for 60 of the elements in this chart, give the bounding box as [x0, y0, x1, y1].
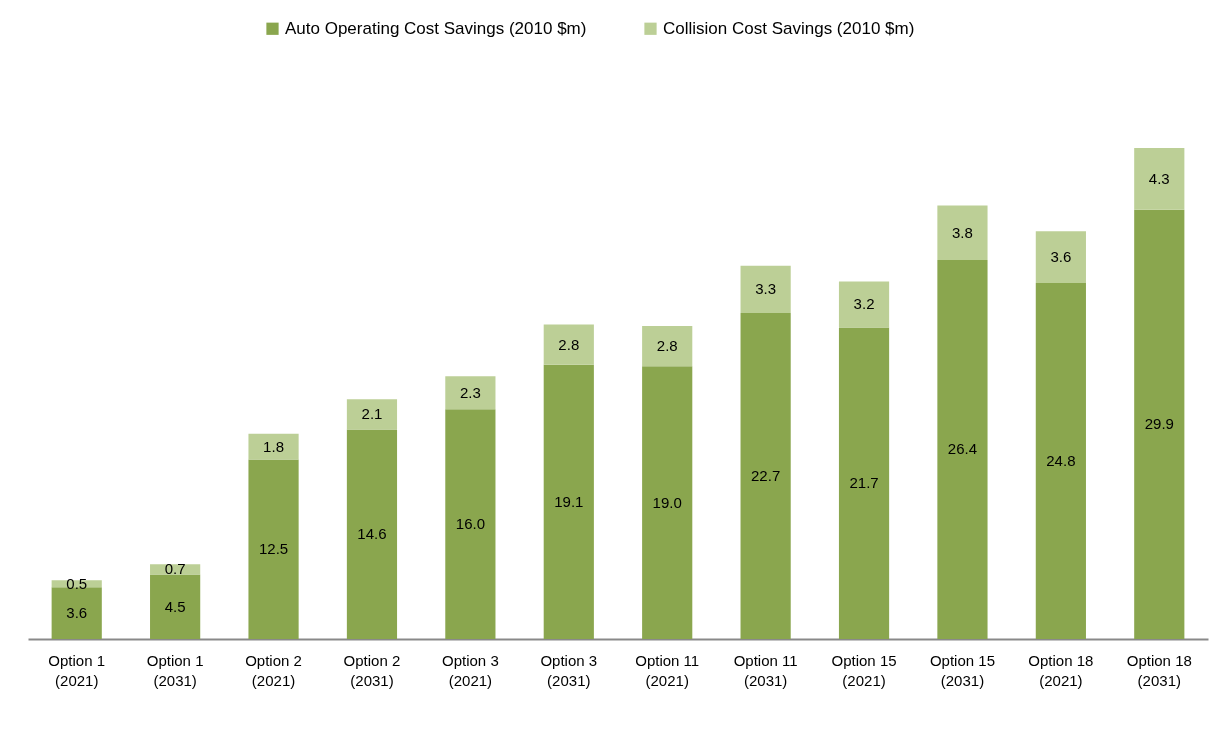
x-tick-label: Option 1 (2031)	[146, 651, 204, 689]
bar	[937, 205, 988, 260]
bar	[150, 574, 201, 639]
x-tick-label: Option 3 (2031)	[540, 651, 598, 689]
data-label: 3.6	[66, 604, 88, 622]
data-label: 21.7	[849, 474, 879, 492]
data-label: 2.3	[459, 383, 481, 401]
data-label: 24.8	[1046, 451, 1076, 469]
bar	[838, 327, 890, 639]
bar	[248, 433, 299, 460]
x-tick-label: Option 1 (2021)	[48, 651, 106, 689]
x-tick-label: Option 11 (2031)	[733, 651, 798, 689]
bar	[1035, 282, 1086, 639]
bar	[445, 409, 496, 639]
data-label: 0.7	[164, 560, 186, 578]
bar	[1035, 231, 1086, 283]
data-label: 3.2	[853, 295, 875, 313]
data-label: 19.0	[652, 493, 682, 511]
data-label: 1.8	[263, 437, 284, 455]
bar	[838, 281, 890, 328]
data-label: 3.6	[1050, 248, 1072, 266]
bar	[248, 459, 299, 639]
x-tick-label: Option 3 (2021)	[442, 651, 499, 689]
legend-label: Auto Operating Cost Savings (2010 $m)	[285, 18, 587, 38]
bar	[740, 265, 791, 314]
data-label: 3.3	[755, 280, 777, 298]
bar	[445, 376, 496, 410]
bar	[543, 324, 594, 365]
data-label: 26.4	[947, 440, 978, 458]
x-tick-label: Option 2 (2021)	[245, 651, 302, 689]
bar	[51, 587, 102, 639]
data-label: 2.8	[558, 335, 580, 353]
data-label: 22.7	[751, 467, 781, 485]
data-label: 4.3	[1148, 169, 1170, 187]
data-label: 2.1	[361, 405, 383, 423]
data-label: 16.0	[455, 515, 485, 533]
data-label: 2.8	[656, 337, 678, 355]
data-label: 3.8	[952, 223, 973, 241]
legend-label: Collision Cost Savings (2010 $m)	[663, 18, 915, 38]
bar	[346, 399, 398, 430]
x-tick-label: Option 11 (2021)	[635, 651, 700, 689]
data-label: 4.5	[164, 597, 186, 615]
data-label: 12.5	[258, 540, 289, 558]
x-tick-label: Option 18 (2021)	[1028, 651, 1094, 689]
data-label: 29.9	[1144, 415, 1174, 433]
bar	[1134, 209, 1185, 639]
data-label: 0.5	[66, 574, 88, 592]
x-tick-label: Option 15 (2031)	[929, 651, 995, 689]
data-label: 19.1	[554, 492, 584, 510]
data-label: 14.6	[357, 525, 387, 543]
bar	[543, 364, 594, 639]
x-tick-label: Option 18 (2031)	[1126, 651, 1192, 689]
bar	[642, 326, 693, 367]
bar	[346, 429, 398, 639]
x-tick-label: Option 15 (2021)	[831, 651, 897, 689]
bar	[740, 313, 791, 639]
bar	[642, 366, 693, 639]
bar	[1134, 148, 1185, 210]
x-tick-label: Option 2 (2031)	[343, 651, 401, 689]
bar	[937, 259, 988, 639]
